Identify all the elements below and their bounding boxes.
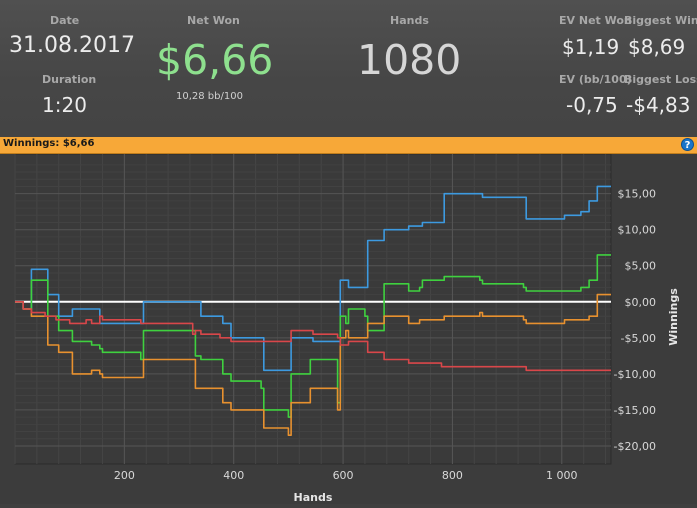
y-tick-label: -$15,00 bbox=[614, 404, 656, 417]
y-tick-label: -$20,00 bbox=[614, 440, 656, 453]
y-tick-label: $0,00 bbox=[625, 296, 657, 309]
ev-bb100-value: -0,75 bbox=[566, 93, 618, 117]
question-icon[interactable]: ? bbox=[681, 138, 694, 151]
date-label: Date bbox=[50, 14, 80, 27]
ev-net-won-value: $1,19 bbox=[562, 35, 620, 59]
session-stats-panel: Date 31.08.2017 Duration 1:20 Net Won $6… bbox=[0, 0, 697, 137]
duration-value: 1:20 bbox=[42, 93, 87, 117]
biggest-win-value: $8,69 bbox=[628, 35, 686, 59]
ev-net-won-label: EV Net Won bbox=[559, 14, 632, 27]
y-tick-label: -$5,00 bbox=[621, 332, 656, 345]
x-tick-label: 200 bbox=[114, 469, 135, 482]
series-line-3 bbox=[15, 301, 611, 372]
ev-bb100-label: EV (bb/100) bbox=[559, 73, 632, 86]
net-won-bb100: 10,28 bb/100 bbox=[176, 91, 243, 102]
biggest-loss-label: Biggest Loss bbox=[624, 73, 697, 86]
winnings-chart-area: 200 400 600 800 1 000 $15,00 $10,00 $5,00 $0,00 -… bbox=[0, 153, 697, 504]
duration-label: Duration bbox=[42, 73, 97, 86]
y-tick-label: $15,00 bbox=[618, 188, 657, 201]
winnings-chart: 200 400 600 800 1 000 $15,00 $10,00 $5,00 $0,00 -… bbox=[14, 153, 680, 504]
hands-label: Hands bbox=[390, 14, 429, 27]
winnings-bar: Winnings: $6,66 ? bbox=[0, 137, 697, 154]
y-tick-label: -$10,00 bbox=[614, 368, 656, 381]
winnings-label: Winnings: $6,66 bbox=[3, 138, 95, 149]
x-tick-label: 800 bbox=[442, 469, 463, 482]
y-tick-label: $5,00 bbox=[625, 260, 657, 273]
biggest-loss-value: -$4,83 bbox=[626, 93, 691, 117]
biggest-win-label: Biggest Win bbox=[624, 14, 697, 27]
x-tick-label: 600 bbox=[333, 469, 354, 482]
series-line-2 bbox=[15, 293, 611, 436]
series-line-1 bbox=[15, 254, 611, 418]
hands-value: 1080 bbox=[357, 36, 462, 84]
x-axis-label: Hands bbox=[294, 491, 333, 504]
series-line-0 bbox=[15, 185, 611, 372]
x-tick-label: 400 bbox=[223, 469, 244, 482]
y-tick-label: $10,00 bbox=[618, 224, 657, 237]
x-tick-label: 1 000 bbox=[546, 469, 578, 482]
y-axis-label: Winnings bbox=[667, 288, 680, 346]
net-won-value: $6,66 bbox=[156, 36, 274, 84]
net-won-label: Net Won bbox=[187, 14, 240, 27]
date-value: 31.08.2017 bbox=[9, 33, 135, 58]
